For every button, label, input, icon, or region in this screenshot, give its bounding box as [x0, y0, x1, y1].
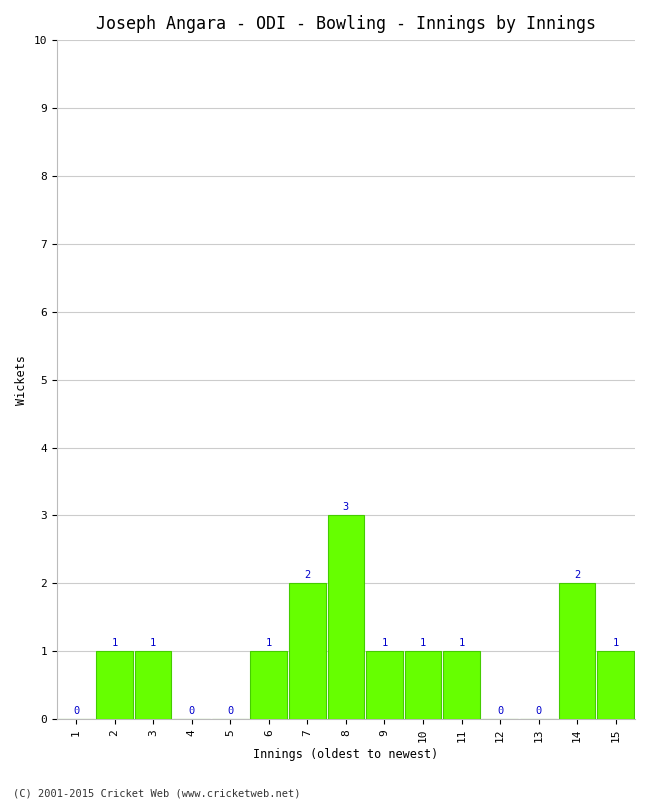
Text: 1: 1 — [612, 638, 619, 648]
Bar — [597, 651, 634, 719]
Text: 1: 1 — [112, 638, 118, 648]
Title: Joseph Angara - ODI - Bowling - Innings by Innings: Joseph Angara - ODI - Bowling - Innings … — [96, 15, 596, 33]
Text: (C) 2001-2015 Cricket Web (www.cricketweb.net): (C) 2001-2015 Cricket Web (www.cricketwe… — [13, 788, 300, 798]
X-axis label: Innings (oldest to newest): Innings (oldest to newest) — [254, 748, 439, 761]
Text: 0: 0 — [536, 706, 541, 716]
Text: 1: 1 — [266, 638, 272, 648]
Text: 2: 2 — [304, 570, 311, 580]
Bar — [328, 515, 364, 719]
Text: 1: 1 — [382, 638, 387, 648]
Bar — [135, 651, 172, 719]
Text: 0: 0 — [188, 706, 195, 716]
Bar — [289, 583, 326, 719]
Bar — [559, 583, 595, 719]
Text: 2: 2 — [574, 570, 580, 580]
Text: 1: 1 — [150, 638, 156, 648]
Text: 0: 0 — [73, 706, 79, 716]
Text: 1: 1 — [458, 638, 465, 648]
Text: 3: 3 — [343, 502, 349, 512]
Bar — [250, 651, 287, 719]
Text: 0: 0 — [497, 706, 503, 716]
Text: 0: 0 — [227, 706, 233, 716]
Bar — [96, 651, 133, 719]
Text: 1: 1 — [420, 638, 426, 648]
Bar — [443, 651, 480, 719]
Bar — [366, 651, 403, 719]
Bar — [405, 651, 441, 719]
Y-axis label: Wickets: Wickets — [15, 354, 28, 405]
